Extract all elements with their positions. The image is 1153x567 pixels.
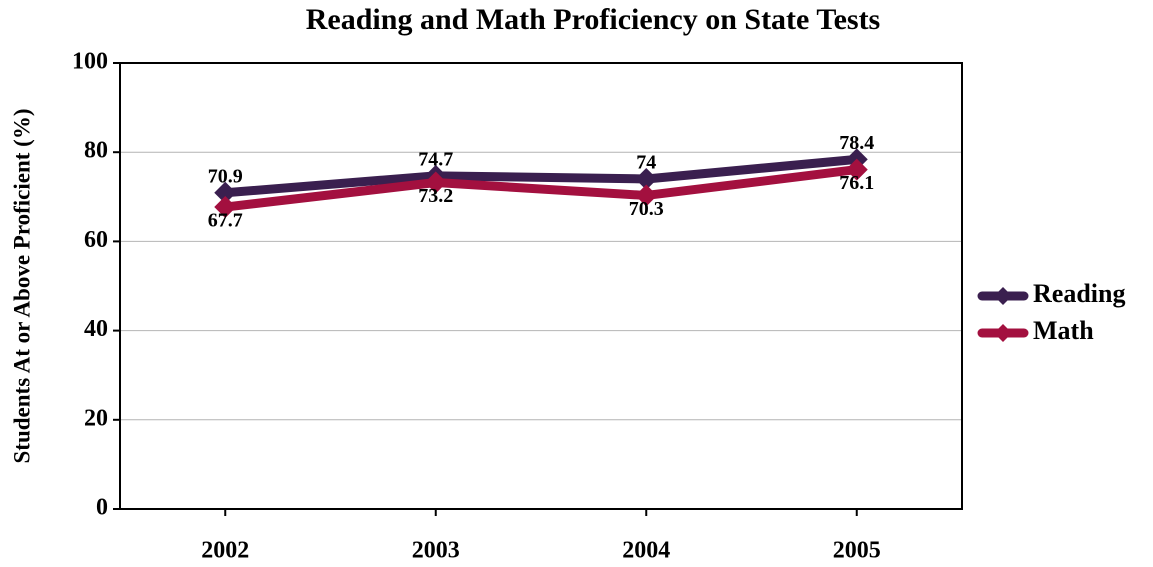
plot-frame	[119, 62, 963, 510]
y-tick-label: 80	[84, 138, 108, 164]
data-label: 74.7	[418, 148, 453, 170]
y-tick-label: 60	[84, 227, 108, 253]
data-label: 74	[636, 152, 656, 174]
x-tick-label: 2002	[201, 538, 249, 564]
data-label: 76.1	[839, 172, 874, 194]
y-axis-label: Students At or Above Proficient (%)	[9, 109, 34, 464]
data-label: 73.2	[418, 185, 453, 207]
series-line	[224, 165, 858, 212]
marker	[214, 196, 237, 219]
legend-marker	[994, 287, 1012, 305]
marker	[635, 167, 658, 190]
marker	[214, 181, 237, 204]
y-tick-label: 20	[84, 405, 108, 431]
series-line	[224, 154, 858, 198]
legend-marker	[994, 324, 1012, 342]
x-tick-label: 2005	[833, 538, 881, 564]
marker	[845, 158, 868, 181]
marker	[635, 184, 658, 207]
x-tick-label: 2004	[622, 538, 670, 564]
x-tick-label: 2003	[412, 538, 460, 564]
y-tick-label: 0	[96, 495, 108, 521]
data-label: 70.9	[208, 165, 243, 187]
legend-label: Math	[1033, 316, 1094, 345]
data-label: 78.4	[839, 132, 874, 154]
data-label: 70.3	[629, 198, 664, 220]
chart-title: Reading and Math Proficiency on State Te…	[306, 3, 880, 36]
y-tick-label: 40	[84, 316, 108, 342]
data-label: 67.7	[208, 210, 243, 232]
legend-label: Reading	[1033, 279, 1125, 308]
marker	[424, 171, 447, 194]
y-tick-label: 100	[72, 49, 108, 75]
